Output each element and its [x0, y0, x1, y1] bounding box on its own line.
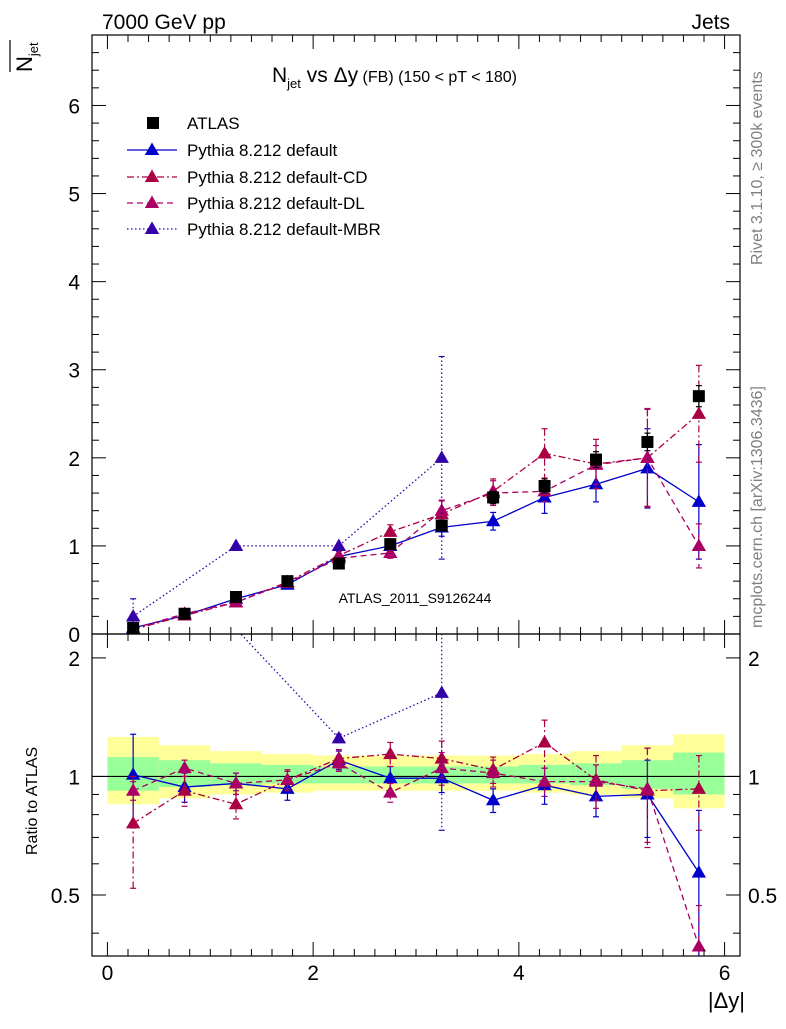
x-tick-label: 0 [102, 962, 114, 985]
ratio-series-2-marker [177, 783, 192, 796]
main-series-4-marker [331, 538, 347, 551]
main-series-1-marker [691, 494, 707, 507]
ratio-tick-label-right: 2 [748, 648, 760, 671]
x-tick-label: 6 [719, 962, 731, 985]
main-series-0-marker [178, 607, 191, 620]
y-tick-label: 5 [68, 184, 80, 207]
main-series-0-marker [127, 621, 140, 634]
ratio-series-3-marker [125, 783, 141, 796]
ratio-series-2-marker [691, 781, 707, 794]
ratio-series-4-marker [331, 730, 347, 744]
main-series-0-marker [692, 390, 705, 403]
rivet-label: Rivet 3.1.10, ≥ 300k events [749, 71, 766, 265]
legend-marker-0 [147, 117, 159, 129]
ratio-series-3-marker [228, 775, 244, 789]
ratio-series-1-marker [485, 792, 501, 806]
y-tick-label: 2 [68, 448, 80, 471]
chart-title: Njet vs Δy (FB) (150 < pT < 180) [272, 64, 517, 91]
ratio-series-1-line [132, 759, 700, 873]
main-series-0-marker [538, 480, 551, 493]
y-tick-label: 4 [68, 272, 80, 295]
main-series-2-marker [383, 524, 398, 537]
legend-marker-1 [144, 142, 160, 156]
ratio-series-3-marker [383, 785, 398, 798]
ratio-series-2-line [132, 741, 699, 824]
x-tick-label: 4 [513, 962, 525, 985]
ratio-series-4-marker [126, 587, 140, 599]
ratio-series-3-marker [537, 774, 552, 787]
main-series-0-marker [281, 575, 294, 588]
ratio-series-1-marker [383, 770, 398, 784]
legend-marker-3 [144, 195, 160, 209]
ratio-tick-label-left: 2 [68, 648, 80, 671]
main-series-0-marker [435, 519, 448, 532]
legend-label-3: Pythia 8.212 default-DL [187, 194, 365, 213]
main-series-0-marker [590, 453, 602, 466]
ratio-y-axis-label: Ratio to ATLAS [24, 747, 41, 855]
y-axis-label-main: Njet [12, 42, 41, 72]
ratio-series-3-marker [691, 939, 707, 952]
ratio-tick-label-right: 1 [748, 766, 760, 789]
jets-label: Jets [691, 11, 730, 34]
main-series-2-marker [537, 445, 552, 459]
ratio-series-3-marker [588, 774, 604, 787]
ratio-series-2-marker [537, 735, 552, 748]
main-series-0-marker [332, 557, 345, 570]
main-series-4-marker [125, 608, 141, 622]
main-series-4-marker [434, 450, 449, 463]
main-series-3-marker [383, 545, 398, 558]
ratio-tick-label-right: 0.5 [748, 885, 777, 908]
analysis-watermark: ATLAS_2011_S9126244 [339, 590, 492, 606]
legend-marker-4 [144, 221, 160, 235]
x-axis-label: |Δy| [708, 988, 745, 1013]
main-series-1-marker [485, 513, 501, 527]
ratio-series-3-marker [280, 772, 295, 785]
x-tick-label: 2 [307, 962, 319, 985]
main-series-3-marker [691, 538, 707, 551]
y-tick-label: 0 [68, 624, 80, 647]
main-series-0-marker [641, 435, 654, 448]
ratio-series-3-marker [331, 755, 347, 769]
legend-label-1: Pythia 8.212 default [187, 141, 338, 160]
main-series-1-line [132, 467, 700, 629]
main-series-0-marker [384, 538, 397, 551]
legend-label-0: ATLAS [187, 114, 240, 133]
ratio-tick-label-left: 1 [68, 766, 80, 789]
energy-label: 7000 GeV pp [102, 11, 226, 34]
legend-marker-2 [144, 169, 160, 183]
ratio-series-2-marker [125, 815, 141, 829]
ratio-series-3-marker [177, 760, 192, 774]
main-series-4-line [132, 457, 443, 617]
y-axis-label-sub: jet [26, 42, 41, 57]
main-series-0-marker [230, 591, 242, 604]
ratio-series-3-line [132, 762, 700, 947]
main-series-4-marker [228, 538, 244, 551]
mcplots-label: mcplots.cern.ch [arXiv:1306.3436] [749, 386, 766, 628]
ratio-series-4-marker [434, 685, 449, 698]
y-tick-label: 6 [68, 95, 80, 118]
ratio-series-3-marker [485, 765, 501, 779]
main-series-2-line [132, 413, 700, 631]
main-series-2-marker [691, 406, 707, 419]
main-series-3-marker [640, 450, 655, 463]
y-tick-label: 1 [68, 536, 80, 559]
legend-label-4: Pythia 8.212 default-MBR [187, 220, 381, 239]
ratio-series-1-marker [125, 767, 141, 780]
main-series-3-line [132, 457, 700, 630]
ratio-series-3-marker [640, 781, 655, 794]
legend-label-2: Pythia 8.212 default-CD [187, 168, 368, 187]
ratio-tick-label-left: 0.5 [51, 885, 80, 908]
main-series-0-marker [487, 491, 500, 504]
ratio-series-1-marker [691, 865, 707, 878]
main-series-1-marker [588, 476, 604, 490]
main-series-1-marker [640, 460, 655, 474]
y-axis-label: Njet [12, 42, 41, 72]
y-tick-label: 3 [68, 360, 80, 383]
ratio-series-2-marker [383, 746, 398, 760]
ratio-series-2-marker [228, 796, 244, 810]
